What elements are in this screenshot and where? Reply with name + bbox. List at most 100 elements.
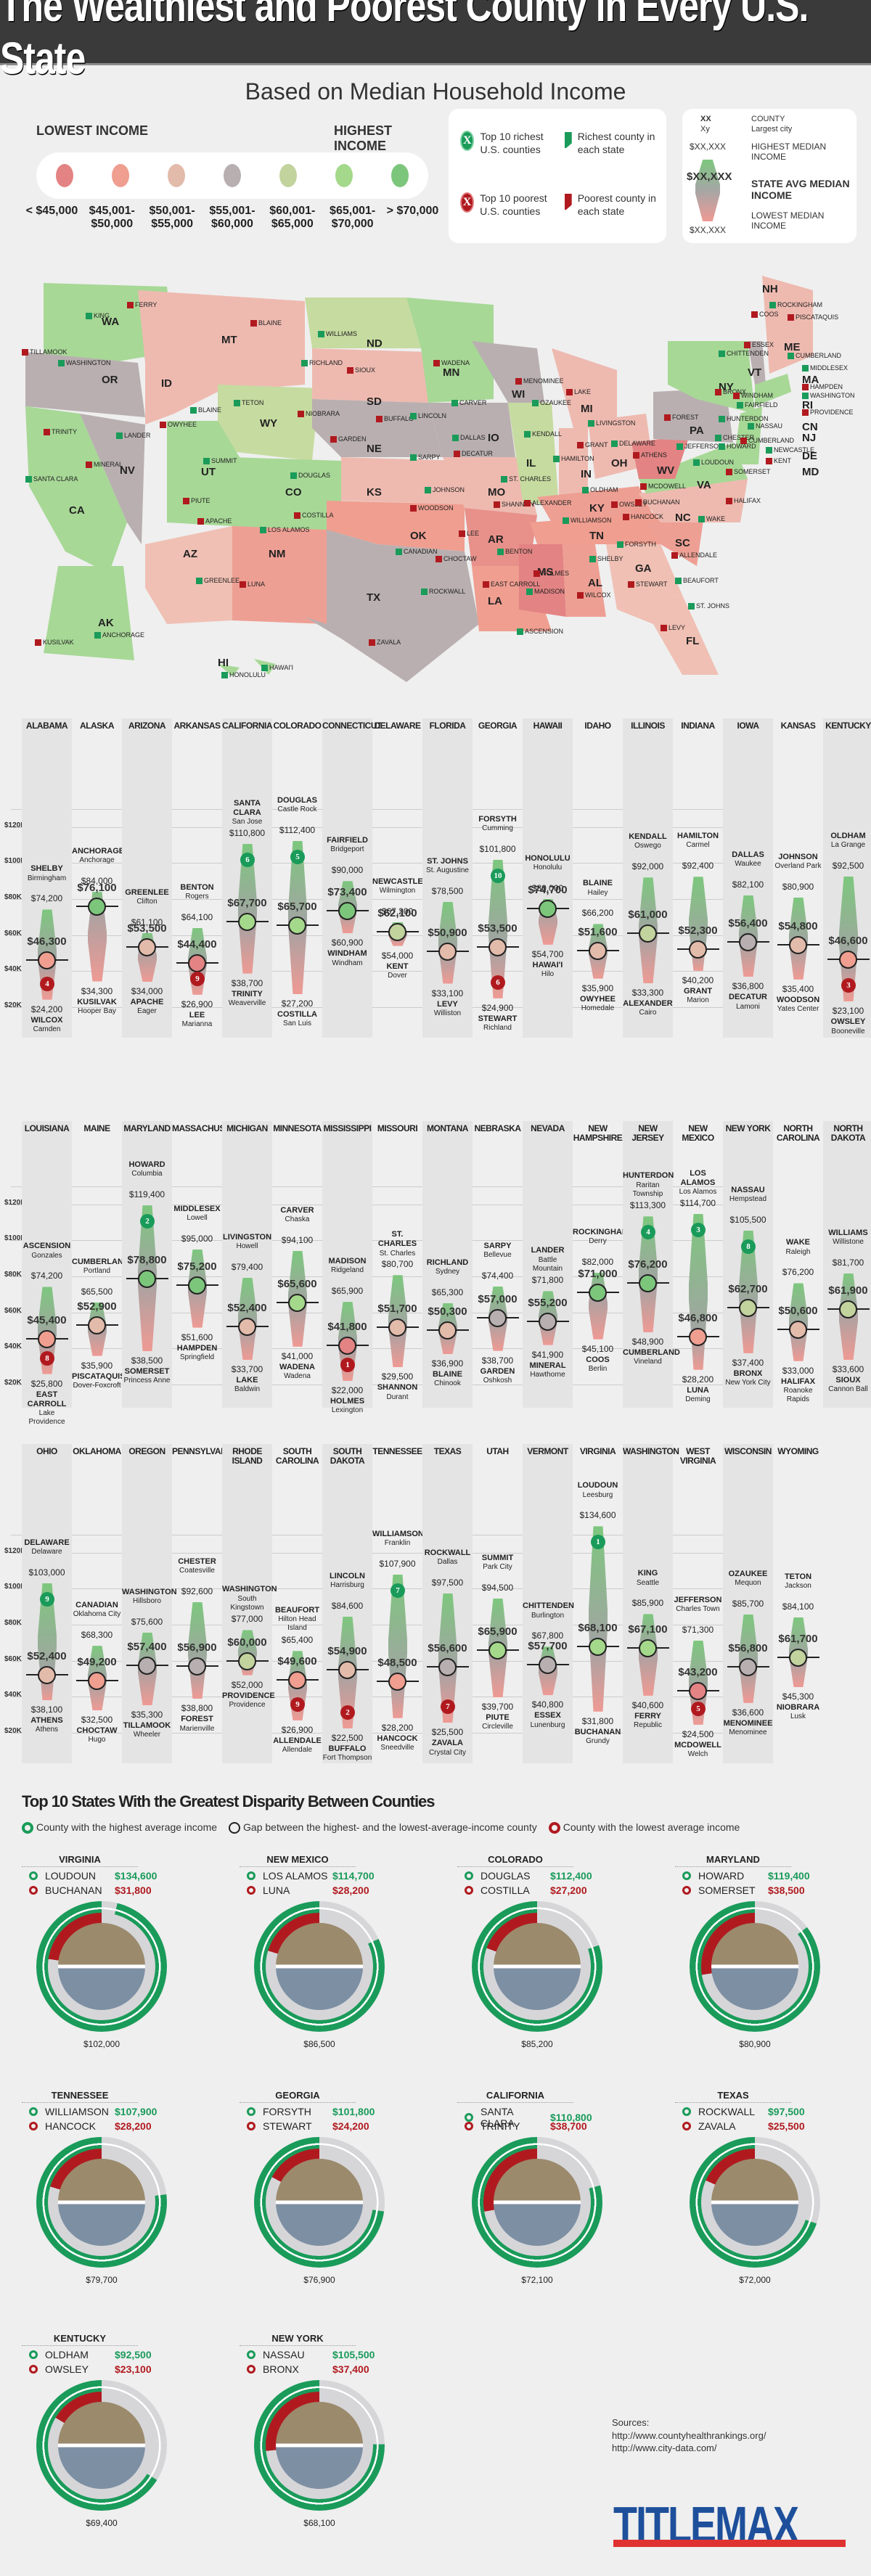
low-county: FERRY Republic — [623, 1712, 673, 1730]
map-county-marker: WOODSON — [410, 504, 454, 512]
key-county-label: COUNTY — [751, 115, 785, 123]
map-county-marker: CARVER — [451, 399, 486, 407]
county-name: HOLMES — [541, 570, 570, 577]
avg-dot-icon — [639, 1639, 657, 1658]
source-link-1[interactable]: http://www.countyhealthrankings.org/ — [612, 2429, 766, 2441]
high-county-city: Derry — [589, 1237, 607, 1246]
source-link-2[interactable]: http://www.city-data.com/ — [612, 2442, 717, 2454]
high-county-name: WASHINGTON — [222, 1585, 277, 1594]
high-county: GREENLEE Clifton — [122, 888, 172, 906]
red-ring-icon — [29, 2122, 38, 2130]
low-county-name: HAWAI'I — [532, 960, 563, 969]
poorest-county-flag-icon — [565, 194, 572, 210]
richest-county-patch-icon — [58, 360, 65, 367]
poorest-county-patch-icon — [436, 556, 442, 563]
poorest-county-patch-icon — [86, 462, 92, 469]
low-county-city: Marion — [687, 996, 709, 1005]
title-banner: The Wealthiest and Poorest County in Eve… — [0, 0, 871, 83]
low-county-name: BUCHANAN — [45, 1884, 102, 1896]
map-county-marker: LEVY — [661, 624, 685, 632]
low-income-value: $25,800 — [30, 1378, 63, 1389]
low-county: KUSILVAK Hooper Bay — [72, 998, 122, 1016]
high-county-name: ST. CHARLES — [377, 1230, 417, 1249]
state-column-montana: MONTANA RICHLAND Sydney $65,300 $50,300 $36,9… — [422, 1121, 473, 1408]
high-county-city: Gonzales — [31, 1251, 62, 1260]
state-name: NEVADA — [531, 1123, 565, 1133]
high-income-value: $105,500 — [729, 1214, 766, 1225]
low-county-name: MCDOWELL — [674, 1740, 721, 1750]
map-county-marker: ROCKWALL — [421, 588, 465, 596]
map-county-marker: TETON — [234, 399, 263, 407]
low-income-value: $36,800 — [732, 981, 764, 992]
state-column-maine: MAINE CUMBERLAND Portland $65,500 $52,900 $35… — [72, 1121, 129, 1408]
top-poor-rank-badge: 2 — [340, 1705, 355, 1720]
low-county-city: Hilo — [541, 970, 555, 979]
avg-dot-icon — [438, 1658, 457, 1677]
high-income-value: $92,000 — [631, 861, 664, 872]
poorest-county-patch-icon — [802, 409, 809, 417]
high-income-value: $92,600 — [181, 1586, 213, 1596]
top-rich-rank-badge: 1 — [591, 1535, 605, 1550]
state-name: NEW HAMPSHIRE — [573, 1123, 623, 1143]
high-county-name: HAMILTON — [676, 832, 719, 841]
low-county-city: Hooper Bay — [78, 1006, 116, 1015]
income-range-shape — [589, 1273, 608, 1340]
high-county: LIVINGSTON Howell — [222, 1233, 272, 1251]
low-county-name: KUSILVAK — [77, 997, 117, 1006]
map-county-marker: DOUGLAS — [290, 472, 330, 480]
red-ring-icon — [247, 2122, 255, 2130]
avg-dot-icon — [338, 902, 356, 921]
low-income-value: $45,300 — [782, 1691, 814, 1702]
poorest-county-patch-icon — [628, 581, 634, 588]
low-income-value: $24,200 — [30, 1004, 63, 1014]
high-county-name: ASCENSION — [23, 1242, 71, 1251]
low-county-city: Weaverville — [228, 998, 266, 1007]
income-range-shape — [438, 901, 457, 984]
high-county-name: NASSAU — [731, 1185, 765, 1194]
county-name: BLAINE — [198, 406, 222, 414]
low-county-name: ZAVALA — [432, 1739, 463, 1748]
poorest-county-patch-icon — [640, 483, 647, 491]
low-county-name: FOREST — [181, 1715, 213, 1724]
county-photos — [58, 1923, 145, 2010]
low-county-value: $37,400 — [332, 2363, 369, 2375]
top-poor-rank-badge: 9 — [290, 1697, 305, 1712]
disparity-donut-chart — [690, 1901, 820, 2032]
low-county-name: LEE — [189, 1010, 205, 1020]
county-name: TRINITY — [52, 428, 77, 435]
map-state-id: ID — [161, 377, 172, 390]
high-income-value: $80,900 — [782, 881, 814, 892]
disparity-card-virginia: VIRGINIA LOUDOUN $134,600 BUCHANAN $31,800 $1… — [22, 1854, 196, 2072]
avg-dot-icon — [388, 1318, 406, 1337]
high-county-name: CANADIAN — [75, 1601, 118, 1610]
y-axis-tick: $80K — [4, 1619, 22, 1628]
high-income-value: $81,700 — [832, 1257, 864, 1268]
y-axis-tick: $100K — [4, 1234, 26, 1243]
map-state-ok: OK — [410, 530, 427, 542]
high-county-city: Raleigh — [785, 1247, 811, 1256]
map-county-marker: CANADIAN — [396, 548, 438, 556]
disparity-low-row: BUCHANAN $31,800 — [29, 1884, 174, 1896]
avg-dot-icon — [88, 897, 106, 916]
poorest-county-patch-icon — [160, 422, 166, 429]
disparity-low-row: TRINITY $38,700 — [465, 2120, 610, 2132]
poorest-county-patch-icon — [623, 514, 629, 521]
high-county: LANDER Battle Mountain — [523, 1246, 573, 1273]
low-county-name: COOS — [586, 1355, 610, 1364]
state-name: CONNECTICUT — [322, 721, 382, 731]
poorest-county-patch-icon — [726, 469, 732, 476]
high-county: SHELBY Birmingham — [22, 864, 72, 882]
map-state-mt: MT — [221, 334, 237, 346]
county-name: WASHINGTON — [810, 392, 855, 399]
disparity-card-new-york: NEW YORK NASSAU $105,500 BRONX $37,400 $68,10… — [240, 2333, 414, 2551]
green-ring-icon — [29, 1871, 38, 1880]
richest-county-patch-icon — [719, 416, 725, 423]
state-name: TENNESSEE — [372, 1446, 422, 1456]
low-county-value: $28,200 — [332, 1884, 369, 1896]
high-county-name: LOS ALAMOS — [263, 1870, 328, 1882]
county-name: ZAVALA — [377, 639, 401, 646]
low-income-value: $45,100 — [581, 1343, 614, 1354]
state-name: NEBRASKA — [474, 1123, 521, 1133]
color-scale-labels: < $45,000 $45,001- $50,000 $50,001- $55,00… — [22, 205, 443, 231]
high-county-city: Charles Town — [676, 1604, 720, 1613]
